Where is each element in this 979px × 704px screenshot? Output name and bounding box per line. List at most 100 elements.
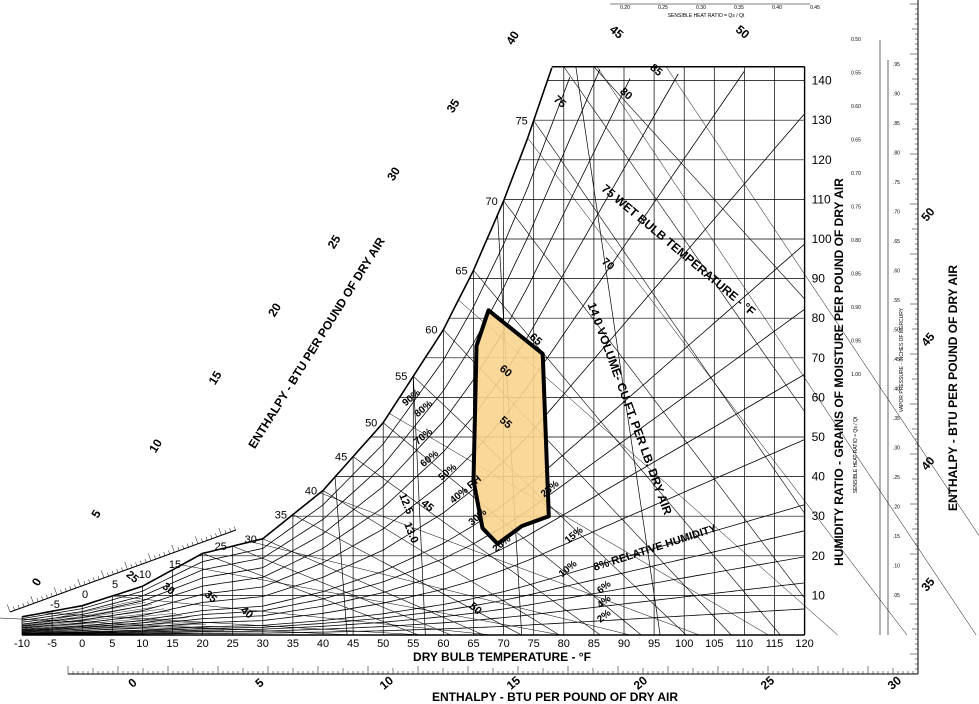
dew-point-label: 35 <box>275 510 287 522</box>
left-enthalpy-tick <box>27 601 30 606</box>
vapor-pressure-tick-label: .10 <box>893 564 900 570</box>
x-tick-label: 20 <box>196 638 208 650</box>
dew-point-label: 50 <box>365 418 377 430</box>
left-enthalpy-tick <box>154 555 156 560</box>
wet-bulb-line <box>473 270 781 636</box>
enthalpy-left-label: 5 <box>88 507 104 520</box>
rh-curve <box>22 530 805 634</box>
shr-top-tick-label: 0.35 <box>734 5 744 11</box>
enthalpy-line <box>319 492 700 636</box>
dew-point-label: 70 <box>485 196 497 208</box>
left-enthalpy-tick <box>191 541 194 546</box>
y-tick-label: 110 <box>812 192 831 206</box>
left-enthalpy-tick <box>107 572 109 577</box>
left-enthalpy-tick <box>74 584 77 589</box>
curve-layer <box>0 66 979 636</box>
vapor-pressure-tick-label: .45 <box>893 357 900 363</box>
dew-point-label: 25 <box>215 541 227 553</box>
left-enthalpy-tick <box>218 527 222 536</box>
x-tick-label: 10 <box>136 638 148 650</box>
shr-right-tick-label: 0.70 <box>851 171 861 177</box>
x-axis-title: DRY BULB TEMPERATURE - °F <box>413 650 591 664</box>
vapor-pressure-tick-label: .80 <box>893 151 900 157</box>
dew-point-label: 55 <box>395 371 407 383</box>
y-tick-label: 40 <box>812 470 826 484</box>
shr-top-title: SENSIBLE HEAT RATIO = Qs / Qt <box>668 13 745 19</box>
dew-point-label: 30 <box>245 534 257 546</box>
left-enthalpy-tick <box>195 536 199 545</box>
rh-curve <box>21 243 805 630</box>
x-tick-label: 25 <box>227 638 239 650</box>
enthalpy-bottom-label: 25 <box>758 673 777 693</box>
enthalpy-bottom-label: 0 <box>125 675 139 690</box>
shr-right-tick-label: 0.55 <box>851 71 861 77</box>
left-enthalpy-tick <box>7 604 11 613</box>
shr-right-tick-label: 1.00 <box>851 372 861 378</box>
left-enthalpy-tick <box>121 567 124 572</box>
left-enthalpy-tick <box>64 587 67 592</box>
left-enthalpy-tick <box>54 587 58 596</box>
comfort-zone <box>471 308 551 546</box>
enthalpy-small-label: 0 <box>82 589 88 601</box>
y-tick-label: 120 <box>812 153 832 167</box>
enthalpy-left-label: 10 <box>146 436 165 455</box>
vapor-pressure-tick-label: .60 <box>893 269 900 275</box>
dew-point-label: 75 <box>516 115 528 127</box>
x-tick-label: 35 <box>287 638 299 650</box>
shr-right-tick-label: 0.75 <box>851 205 861 211</box>
left-enthalpy-tick <box>30 595 34 604</box>
shr-side-title: SENSIBLE HEAT RATIO = Qs / Qt <box>853 416 859 493</box>
enthalpy-bottom-label: 10 <box>377 673 396 693</box>
wet-bulb-line <box>232 545 452 636</box>
wet-bulb-line <box>503 200 805 599</box>
left-enthalpy-tick <box>215 533 218 538</box>
x-tick-label: 115 <box>766 638 784 650</box>
shr-right-tick-label: 0.50 <box>851 37 861 43</box>
rh-curve <box>21 308 805 631</box>
rh-curve <box>21 70 745 627</box>
x-tick-label: 55 <box>407 638 419 650</box>
x-tick-label: -5 <box>47 638 57 650</box>
left-enthalpy-tick <box>88 579 91 584</box>
vapor-pressure-tick-label: .40 <box>893 387 900 393</box>
protractor-line <box>21 619 195 631</box>
enthalpy-right-label: 40 <box>918 454 938 473</box>
left-enthalpy-tick <box>130 563 133 568</box>
shr-right-tick-label: 0.95 <box>851 339 861 345</box>
wet-bulb-top-label: 45 <box>607 22 626 42</box>
x-tick-label: 120 <box>795 638 813 650</box>
vapor-pressure-tick-label: .15 <box>893 534 900 540</box>
left-enthalpy-tick <box>60 589 62 594</box>
vapor-pressure-tick-label: .20 <box>893 505 900 511</box>
enthalpy-line <box>181 564 561 636</box>
enthalpy-bottom-label: 5 <box>252 675 266 690</box>
y-tick-label: 10 <box>812 588 826 602</box>
volume-label: 12.5 <box>396 492 415 516</box>
left-enthalpy-tick <box>69 586 72 590</box>
enthalpy-line <box>596 66 977 636</box>
left-enthalpy-tick <box>224 529 227 534</box>
enthalpy-left-label: 40 <box>503 28 522 47</box>
enthalpy-line <box>389 413 769 636</box>
left-enthalpy-tick <box>22 603 25 607</box>
left-enthalpy-tick <box>50 592 53 597</box>
enthalpy-line <box>43 612 423 636</box>
rh-label: 60% <box>419 448 441 469</box>
dew-point-label: 65 <box>455 265 467 277</box>
x-tick-label: 5 <box>109 638 115 650</box>
enthalpy-right-label: 45 <box>918 330 938 349</box>
y-tick-label: 90 <box>812 272 826 286</box>
enthalpy-bottom-label: 30 <box>885 673 904 693</box>
left-enthalpy-tick <box>229 528 232 533</box>
rh-curve <box>22 608 805 635</box>
shr-top-tick-label: 0.20 <box>620 5 630 11</box>
x-tick-label: 60 <box>437 638 449 650</box>
protractor-line <box>21 610 171 629</box>
x-tick-label: 80 <box>558 638 570 650</box>
x-tick-label: 90 <box>618 638 630 650</box>
x-tick-label: 100 <box>675 638 693 650</box>
x-tick-label: 40 <box>317 638 329 650</box>
x-tick-label: 15 <box>166 638 178 650</box>
left-enthalpy-tick <box>135 562 138 567</box>
shr-top-tick-label: 0.30 <box>696 5 706 11</box>
